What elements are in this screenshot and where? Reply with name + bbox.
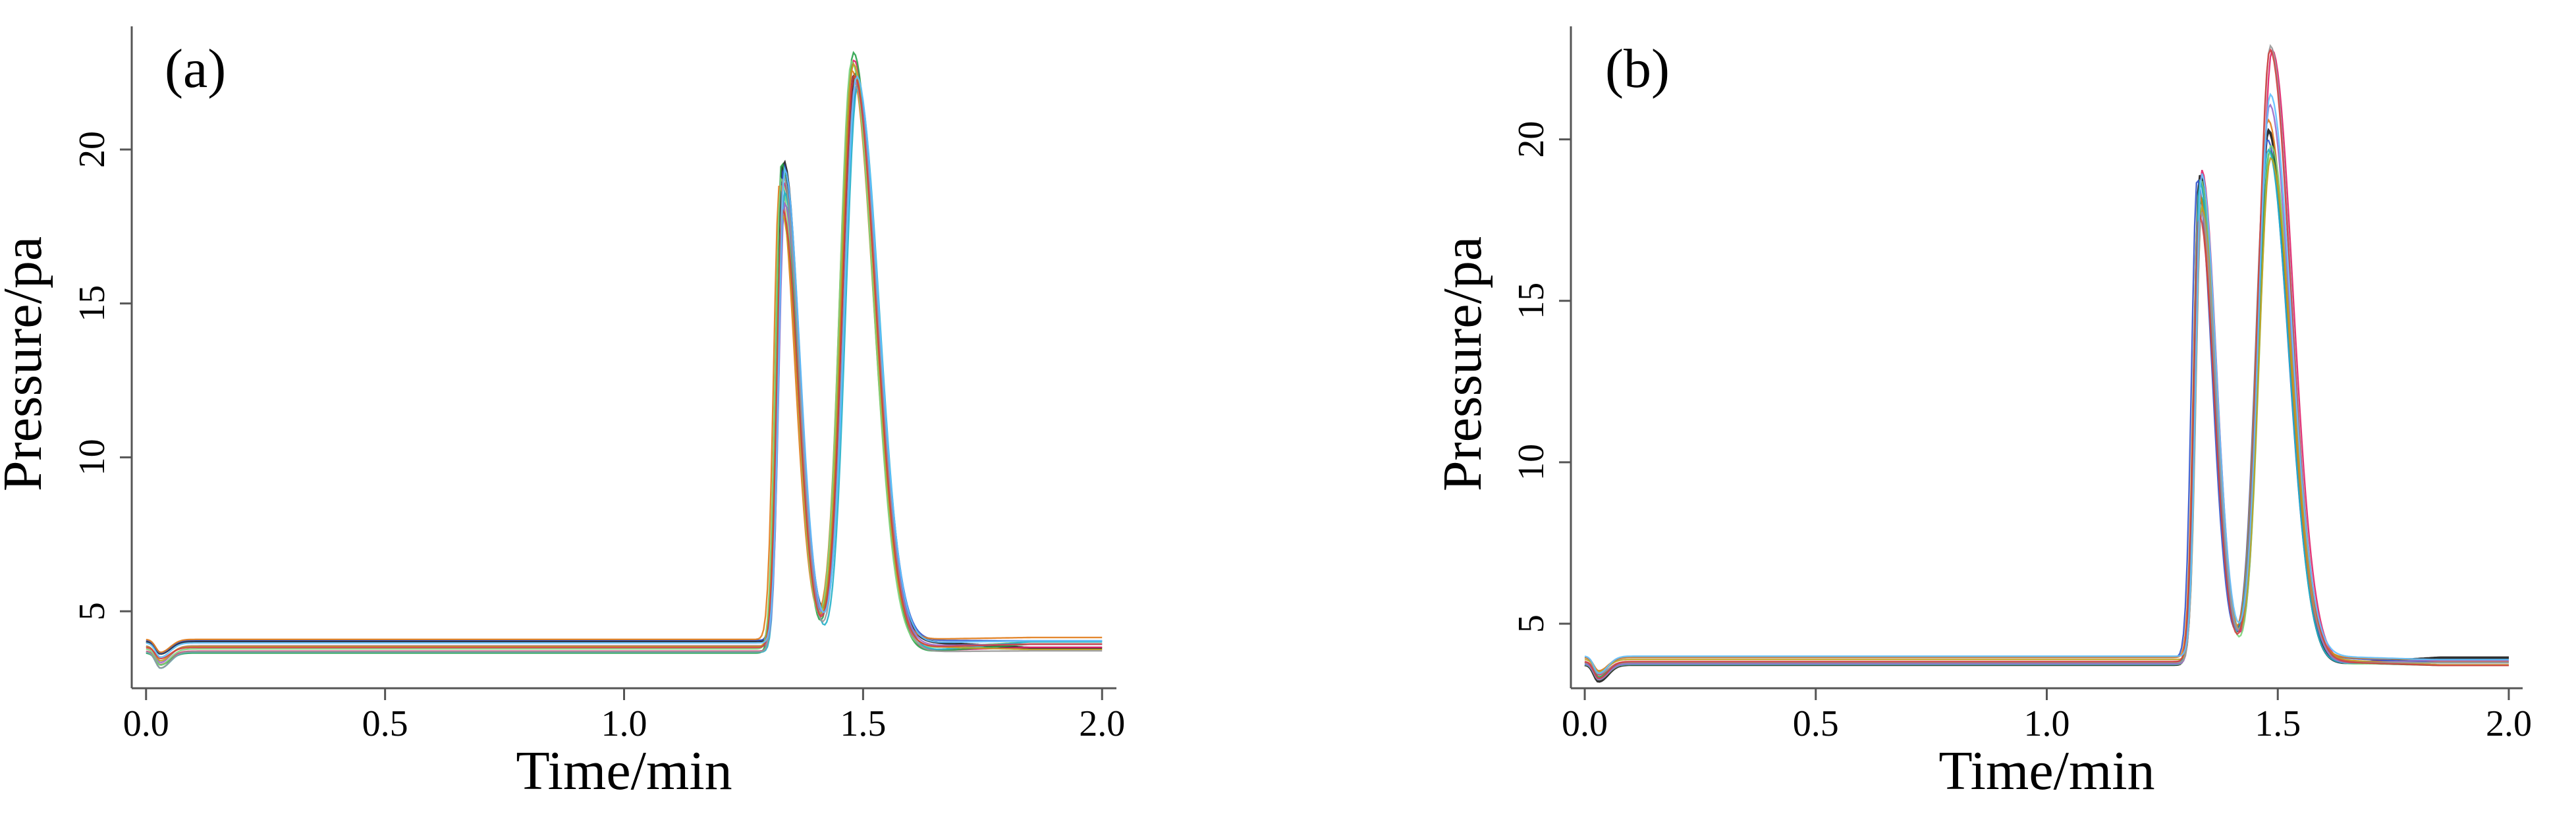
x-axis-ticks: 0.0 0.5 1.0 1.5 2.0	[123, 688, 1125, 744]
x-tick-label: 0.5	[1793, 703, 1839, 744]
pressure-series-line	[1584, 103, 2509, 680]
pressure-series-line	[1584, 48, 2509, 676]
x-axis-title: Time/min	[1938, 740, 2154, 802]
y-tick-label: 5	[1511, 614, 1552, 633]
pressure-series-line	[146, 62, 1103, 662]
pressure-series-line	[1584, 43, 2509, 675]
pressure-series-line	[1584, 128, 2509, 683]
pressure-series-line	[146, 59, 1103, 667]
chart-panel-a: 0.0 0.5 1.0 1.5 2.0 5 10 15 20 Time/min …	[0, 26, 1125, 802]
x-tick-label: 1.5	[2255, 703, 2301, 744]
y-axis-ticks: 5 10 15 20	[1511, 121, 1571, 633]
y-tick-label: 10	[72, 439, 113, 476]
x-axis-ticks: 0.0 0.5 1.0 1.5 2.0	[1562, 688, 2532, 744]
series-group	[146, 51, 1103, 669]
y-tick-label: 20	[1511, 121, 1552, 158]
pressure-series-line	[146, 75, 1103, 660]
x-tick-label: 1.0	[601, 703, 647, 744]
x-tick-label: 2.0	[2486, 703, 2532, 744]
y-axis-ticks: 5 10 15 20	[72, 131, 132, 620]
pressure-series-line	[146, 85, 1103, 669]
x-tick-label: 1.0	[2024, 703, 2070, 744]
pressure-series-line	[1584, 156, 2509, 673]
series-group	[1584, 43, 2509, 683]
panel-label: (a)	[165, 38, 226, 99]
y-tick-label: 5	[72, 602, 113, 620]
pressure-series-line	[146, 84, 1103, 654]
pressure-series-line	[146, 74, 1103, 658]
x-tick-label: 0.0	[123, 703, 169, 744]
pressure-series-line	[146, 59, 1103, 666]
y-tick-label: 20	[72, 131, 113, 168]
pressure-series-line	[146, 72, 1103, 655]
y-tick-label: 15	[72, 285, 113, 322]
x-tick-label: 2.0	[1079, 703, 1125, 744]
y-axis-title: Pressure/pa	[1432, 236, 1493, 491]
x-tick-label: 1.5	[840, 703, 886, 744]
pressure-series-line	[146, 68, 1103, 653]
chart-panel-b: 0.0 0.5 1.0 1.5 2.0 5 10 15 20 Time/min …	[1432, 26, 2532, 802]
y-axis-title: Pressure/pa	[0, 236, 53, 491]
pressure-series-line	[146, 84, 1103, 669]
pressure-series-line	[1584, 92, 2509, 674]
pressure-series-line	[1584, 140, 2509, 674]
pressure-series-line	[146, 51, 1103, 666]
pressure-series-line	[1584, 148, 2509, 680]
y-tick-label: 10	[1511, 444, 1552, 481]
panel-label: (b)	[1605, 38, 1670, 99]
pressure-series-line	[1584, 118, 2509, 672]
pressure-series-line	[146, 80, 1103, 664]
x-tick-label: 0.5	[362, 703, 408, 744]
pressure-series-line	[1584, 150, 2509, 678]
pressure-series-line	[1584, 145, 2509, 681]
x-tick-label: 0.0	[1562, 703, 1608, 744]
y-tick-label: 15	[1511, 283, 1552, 319]
pressure-series-line	[1584, 47, 2509, 680]
x-axis-title: Time/min	[516, 740, 732, 802]
